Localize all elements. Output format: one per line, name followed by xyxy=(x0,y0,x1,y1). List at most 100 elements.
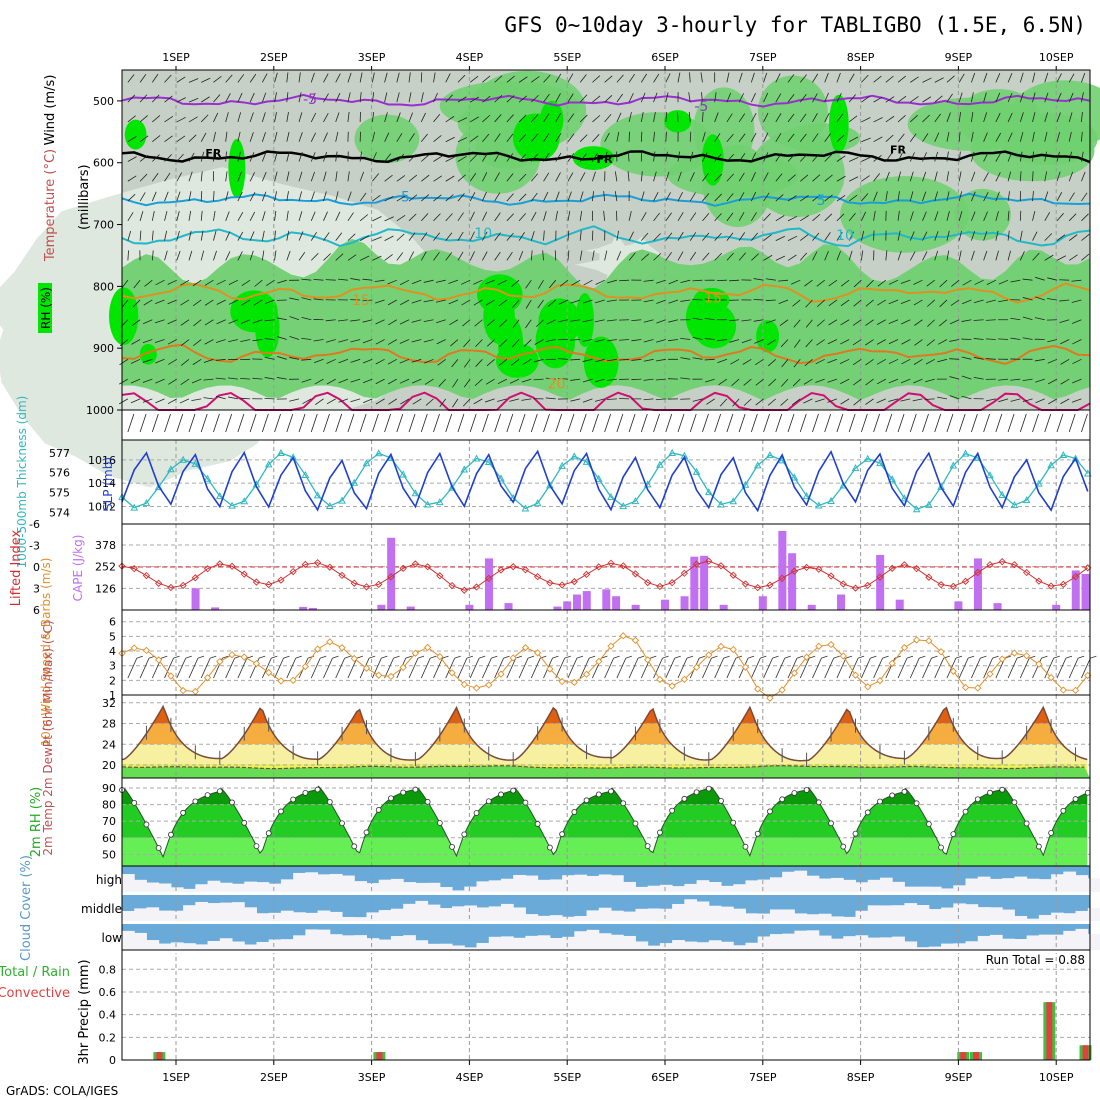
wind-barb xyxy=(335,232,343,241)
wind-barb xyxy=(512,339,520,348)
wind-barb xyxy=(567,172,574,182)
cloud-gap xyxy=(623,881,636,892)
wind-barb xyxy=(142,339,153,344)
thickness-point xyxy=(240,497,249,505)
cloud-gap xyxy=(537,935,551,950)
contour-label: FR xyxy=(205,147,222,160)
wind-speed-point xyxy=(375,671,383,679)
wind-barb xyxy=(132,299,141,308)
wind-barb xyxy=(643,339,654,343)
cloud-gap xyxy=(342,916,355,921)
surface-wind-barb xyxy=(237,657,248,679)
lifted-index-point xyxy=(1023,568,1031,577)
cloud-gap xyxy=(268,912,282,921)
cloud-gap xyxy=(794,930,808,950)
wind-barb xyxy=(839,358,850,365)
wind-barb xyxy=(512,299,520,308)
wind-barb xyxy=(512,319,520,328)
wind-barb xyxy=(543,172,550,182)
surface-wind-barb xyxy=(665,657,676,679)
cloud-gap xyxy=(843,936,856,950)
rh-point xyxy=(852,830,859,837)
wind-barb xyxy=(482,413,489,433)
rh-point xyxy=(974,796,981,803)
wind-barb xyxy=(579,153,587,162)
precip-convective-bar xyxy=(1082,1045,1089,1060)
cloud-gap xyxy=(818,913,832,921)
wind-barb xyxy=(812,73,819,83)
wind-barb xyxy=(714,253,722,261)
wind-barb xyxy=(301,297,312,301)
wind-barb xyxy=(274,171,278,182)
surface-wind-barb xyxy=(188,657,199,679)
wind-barb xyxy=(411,358,422,363)
wind-barb xyxy=(372,194,381,202)
cloud-gap xyxy=(500,903,514,921)
cloud-gap xyxy=(415,882,429,892)
wind-barb xyxy=(726,193,734,202)
wind-barb xyxy=(350,278,361,281)
wind-barb xyxy=(840,319,850,326)
wind-barb xyxy=(168,378,177,385)
precip-tick-label: 0.4 xyxy=(99,1009,117,1022)
wind-barb xyxy=(763,413,770,433)
wind-barb xyxy=(827,339,838,345)
rh-saturated-core xyxy=(255,298,280,358)
wind-barb xyxy=(469,413,477,433)
wind-barb xyxy=(469,135,479,143)
wind-barb xyxy=(567,250,570,261)
cloud-gap xyxy=(806,914,820,921)
wind-barb xyxy=(861,156,871,162)
cloud-gap xyxy=(745,913,759,921)
wind-barb xyxy=(702,172,709,182)
wind-barb xyxy=(627,151,630,162)
wind-barb xyxy=(1056,92,1062,103)
wind-barb xyxy=(276,377,287,380)
wind-barb xyxy=(545,377,556,380)
wind-barb xyxy=(677,212,684,222)
wind-barb xyxy=(873,155,882,162)
surface-wind-barb-flag xyxy=(210,655,217,659)
thickness-point xyxy=(998,490,1007,498)
rh-point xyxy=(534,821,541,827)
wind-barb xyxy=(986,299,996,303)
surface-wind-barb-flag xyxy=(980,655,987,659)
lifted-index-point xyxy=(864,581,872,590)
surface-wind-barb-flag xyxy=(1016,655,1024,659)
wind-barb xyxy=(522,358,532,365)
thickness-point xyxy=(1059,451,1068,459)
lifted-index-point xyxy=(656,582,664,591)
rh-point xyxy=(436,820,443,826)
wind-barb xyxy=(362,398,373,404)
precip-tick-label: 0 xyxy=(109,1054,116,1067)
wind-barb xyxy=(387,358,398,365)
wind-barb xyxy=(130,398,141,404)
wind-speed-point xyxy=(130,644,138,652)
day-label-bottom: 10SEP xyxy=(1039,1071,1074,1084)
wind-barb xyxy=(445,73,451,83)
thickness-point xyxy=(790,473,799,481)
wind-barb xyxy=(511,279,520,287)
wind-barb xyxy=(1072,339,1082,345)
thickness-point xyxy=(741,480,750,488)
cloud-gap xyxy=(1087,878,1100,892)
wind-speed-point xyxy=(876,677,884,685)
wind-speed-line xyxy=(121,635,1089,699)
cloud-gap xyxy=(794,913,808,921)
surface-wind-barb-flag xyxy=(589,655,596,659)
wind-barb xyxy=(705,378,715,383)
cloud-gap xyxy=(476,881,490,892)
wind-barb xyxy=(692,357,703,360)
cloud-gap xyxy=(427,904,441,921)
day-label-top: 5SEP xyxy=(553,51,581,64)
wind-speed-point xyxy=(754,685,762,693)
wind-barb xyxy=(155,398,165,404)
wind-barb xyxy=(518,76,528,83)
cloud-gap xyxy=(757,879,771,892)
wind-barb xyxy=(937,396,948,400)
wind-barb xyxy=(754,358,764,366)
wind-barb xyxy=(457,96,467,103)
cloud-gap xyxy=(928,946,942,950)
wind-barb xyxy=(213,210,216,221)
rh-point xyxy=(620,800,627,807)
